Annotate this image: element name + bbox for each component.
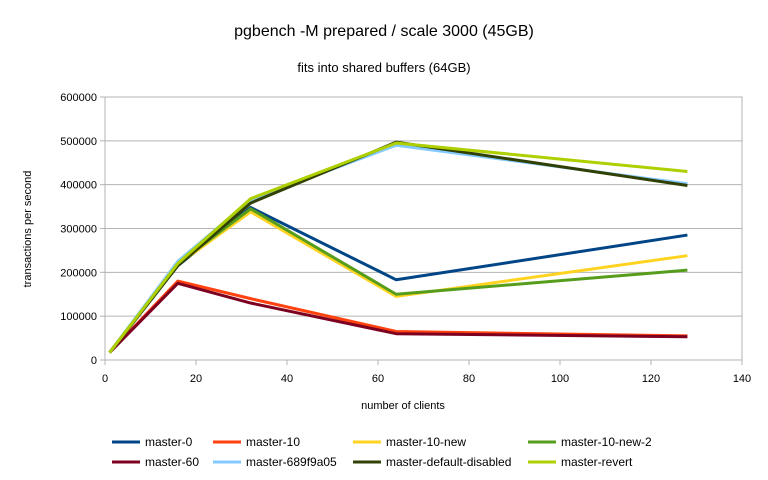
y-tick-label: 0 bbox=[91, 355, 97, 367]
axis-ticks: 0 100000 200000 300000 400000 500000 600000 0 20… bbox=[60, 92, 751, 385]
x-tick-label: 0 bbox=[102, 373, 108, 385]
x-tick-label: 80 bbox=[463, 373, 475, 385]
y-tick-label: 300000 bbox=[60, 224, 97, 236]
y-tick-label: 500000 bbox=[60, 136, 97, 148]
series-line-master-revert bbox=[108, 141, 688, 354]
series-line-master-60 bbox=[108, 281, 688, 354]
y-tick-label: 400000 bbox=[60, 180, 97, 192]
x-axis-label: number of clients bbox=[361, 400, 445, 412]
y-tick-label: 200000 bbox=[60, 267, 97, 279]
x-tick-label: 140 bbox=[733, 373, 751, 385]
chart-title: pgbench -M prepared / scale 3000 (45GB) bbox=[234, 23, 534, 40]
legend-label-master-revert: master-revert bbox=[561, 455, 633, 469]
legend-label-master-10-new-2: master-10-new-2 bbox=[561, 435, 652, 449]
y-tick-label: 100000 bbox=[60, 311, 97, 323]
x-tick-label: 40 bbox=[281, 373, 293, 385]
series-line-master-10 bbox=[108, 279, 688, 354]
legend-label-master-0: master-0 bbox=[145, 435, 193, 449]
legend: master-0 master-10 master-10-new master-10-… bbox=[112, 435, 652, 469]
grid-lines bbox=[105, 96, 742, 361]
legend-label-master-10: master-10 bbox=[246, 435, 300, 449]
series-lines bbox=[108, 140, 688, 354]
y-axis-label: transactions per second bbox=[22, 171, 34, 288]
legend-label-master-10-new: master-10-new bbox=[386, 435, 466, 449]
legend-label-master-default-disabled: master-default-disabled bbox=[386, 455, 511, 469]
x-tick-label: 120 bbox=[642, 373, 660, 385]
legend-label-master-60: master-60 bbox=[145, 455, 199, 469]
y-tick-label: 600000 bbox=[60, 92, 97, 104]
legend-label-master-689f9a05: master-689f9a05 bbox=[246, 455, 337, 469]
x-tick-label: 100 bbox=[551, 373, 569, 385]
x-tick-label: 60 bbox=[372, 373, 384, 385]
chart-subtitle: fits into shared buffers (64GB) bbox=[297, 60, 470, 75]
x-tick-label: 20 bbox=[190, 373, 202, 385]
